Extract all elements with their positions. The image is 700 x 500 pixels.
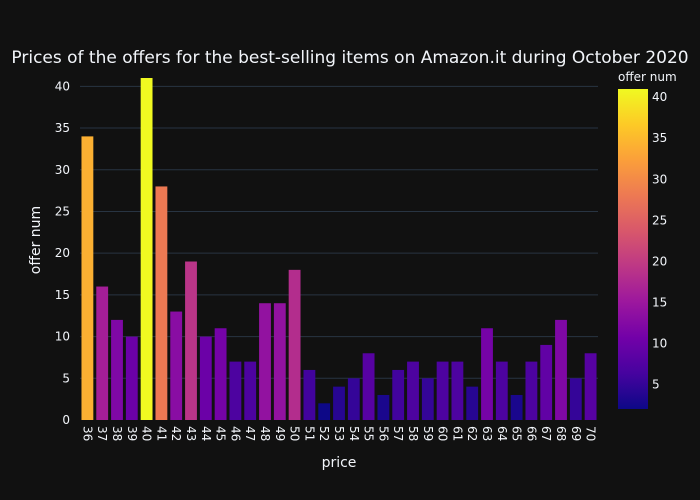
bar <box>451 361 464 420</box>
colorbar-tick-label: 40 <box>652 90 667 104</box>
x-tick-label: 40 <box>140 426 154 441</box>
x-tick-label: 53 <box>332 426 346 441</box>
y-tick-label: 35 <box>55 121 70 135</box>
bar <box>495 361 508 420</box>
x-tick-label: 41 <box>154 426 168 441</box>
x-tick-label: 42 <box>169 426 183 441</box>
x-tick-label: 47 <box>243 426 257 441</box>
x-tick-label: 69 <box>569 426 583 441</box>
bar <box>569 378 582 420</box>
x-tick-label: 36 <box>80 426 94 441</box>
x-tick-label: 68 <box>554 426 568 441</box>
x-tick-label: 65 <box>510 426 524 441</box>
x-tick-label: 62 <box>465 426 479 441</box>
bar <box>229 361 242 420</box>
x-tick-label: 48 <box>258 426 272 441</box>
bar <box>407 361 419 420</box>
x-axis-label: price <box>322 455 357 471</box>
bar <box>333 386 345 420</box>
x-tick-label: 45 <box>214 426 228 441</box>
x-tick-label: 61 <box>450 426 464 441</box>
bar <box>185 261 197 420</box>
bar <box>392 369 405 420</box>
colorbar-tick-labels: 5 10 15 20 25 30 35 40 <box>652 90 667 391</box>
bar <box>170 311 183 420</box>
x-tick-label: 56 <box>376 426 390 441</box>
y-tick-label: 15 <box>55 288 70 302</box>
x-tick-label: 38 <box>110 426 124 441</box>
x-tick-label: 46 <box>228 426 242 441</box>
y-axis-label: offer num <box>28 206 44 274</box>
bar <box>155 186 168 420</box>
colorbar-title: offer num <box>618 70 677 84</box>
chart-title: Prices of the offers for the best-sellin… <box>11 48 688 68</box>
x-tick-label: 39 <box>125 426 139 441</box>
x-tick-label: 54 <box>347 426 361 441</box>
bar <box>259 303 271 420</box>
bar <box>555 319 567 420</box>
bar <box>377 394 390 420</box>
x-tick-label: 52 <box>317 426 331 441</box>
x-tick-label: 58 <box>406 426 420 441</box>
y-tick-label: 25 <box>55 204 70 218</box>
bar <box>199 336 212 420</box>
y-tick-label: 5 <box>62 371 70 385</box>
bar <box>288 269 301 420</box>
colorbar-tick-label: 20 <box>652 254 667 268</box>
x-tick-label: 66 <box>524 426 538 441</box>
bar <box>481 328 493 420</box>
colorbar-tick-label: 10 <box>652 336 667 350</box>
y-tick-label: 10 <box>55 330 70 344</box>
bar <box>111 319 123 420</box>
y-tick-label: 40 <box>55 79 70 93</box>
x-tick-label: 60 <box>436 426 450 441</box>
y-tick-label: 0 <box>62 413 70 427</box>
x-tick-label: 59 <box>421 426 435 441</box>
y-tick-label: 20 <box>55 246 70 260</box>
bar <box>362 353 375 420</box>
bar <box>525 361 538 420</box>
bar <box>318 403 331 420</box>
x-tick-label: 63 <box>480 426 494 441</box>
colorbar-tick-label: 35 <box>652 131 667 145</box>
bar <box>510 394 523 420</box>
x-tick-label: 44 <box>199 426 213 441</box>
x-tick-label: 43 <box>184 426 198 441</box>
bar <box>140 78 153 420</box>
colorbar-tick-label: 25 <box>652 213 667 227</box>
x-tick-label: 49 <box>273 426 287 441</box>
bar <box>540 344 553 420</box>
colorbar-tick-label: 30 <box>652 172 667 186</box>
bar <box>244 361 257 420</box>
y-tick-labels: 0 5 10 15 20 25 30 35 40 <box>55 79 70 427</box>
bar <box>303 369 316 420</box>
x-tick-label: 67 <box>539 426 553 441</box>
colorbar-gradient <box>618 89 648 409</box>
bar <box>347 378 360 420</box>
bar <box>81 136 94 420</box>
bar <box>125 336 138 420</box>
x-tick-label: 64 <box>495 426 509 441</box>
colorbar: offer num 5 10 15 20 25 30 35 40 <box>618 70 677 409</box>
x-tick-label: 50 <box>288 426 302 441</box>
x-tick-label: 57 <box>391 426 405 441</box>
colorbar-tick-label: 15 <box>652 295 667 309</box>
colorbar-tick-label: 5 <box>652 377 660 391</box>
bars <box>81 78 597 420</box>
bar <box>96 286 109 420</box>
bar <box>214 328 227 420</box>
bar <box>421 378 434 420</box>
bar <box>273 303 286 420</box>
y-tick-label: 30 <box>55 163 70 177</box>
bar <box>436 361 449 420</box>
x-tick-label: 37 <box>95 426 109 441</box>
bar <box>466 386 479 420</box>
x-tick-label: 70 <box>584 426 598 441</box>
x-tick-label: 55 <box>362 426 376 441</box>
x-tick-label: 51 <box>302 426 316 441</box>
x-tick-labels: 36 37 38 39 40 41 42 43 44 45 46 47 48 49 50 51 52 53 54 55… <box>80 426 597 441</box>
bar <box>584 353 597 420</box>
